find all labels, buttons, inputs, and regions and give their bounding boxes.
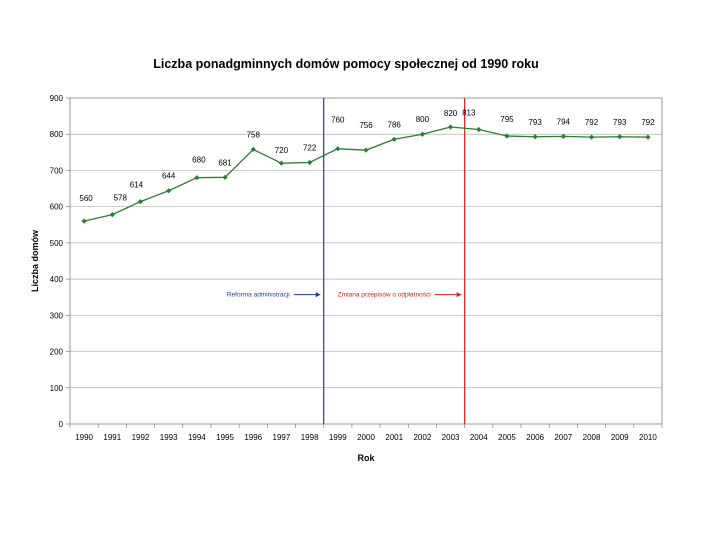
annotation-label: Reforma administracji xyxy=(227,292,290,299)
y-tick-label: 700 xyxy=(50,166,64,175)
data-label: 760 xyxy=(331,116,345,125)
data-point xyxy=(109,212,115,218)
x-tick-label: 2000 xyxy=(357,433,375,442)
data-label: 813 xyxy=(462,109,476,118)
data-point xyxy=(166,188,172,194)
y-tick-label: 500 xyxy=(50,239,64,248)
data-point xyxy=(476,126,482,133)
y-axis-ticks: 0 100 200 300 400 500 600 700 800 900 xyxy=(50,94,70,429)
x-tick-label: 1998 xyxy=(301,433,319,442)
data-point xyxy=(391,136,397,142)
y-axis-title: Liczba domów xyxy=(30,229,40,292)
y-tick-label: 800 xyxy=(50,130,64,139)
data-label: 578 xyxy=(114,194,128,203)
x-tick-label: 1991 xyxy=(103,433,121,442)
x-tick-label: 1996 xyxy=(244,433,262,442)
data-point xyxy=(278,160,285,166)
data-point xyxy=(335,146,341,152)
x-tick-label: 2009 xyxy=(611,433,629,442)
data-point xyxy=(617,134,623,140)
data-label: 793 xyxy=(613,118,627,127)
data-label: 792 xyxy=(641,118,655,127)
y-tick-label: 300 xyxy=(50,311,64,320)
data-label: 756 xyxy=(359,121,373,130)
x-axis-title: Rok xyxy=(357,453,375,463)
x-tick-label: 1993 xyxy=(160,433,178,442)
chart-title: Liczba ponadgminnych domów pomocy społec… xyxy=(153,57,538,71)
data-point xyxy=(560,133,566,139)
data-label: 793 xyxy=(528,118,542,127)
data-point xyxy=(645,134,651,140)
data-label: 820 xyxy=(444,109,458,118)
data-label: 758 xyxy=(247,130,261,139)
y-tick-label: 600 xyxy=(50,203,64,212)
data-label: 795 xyxy=(500,115,514,124)
data-point xyxy=(307,159,313,166)
series xyxy=(81,124,651,224)
data-point xyxy=(363,147,369,153)
data-label: 792 xyxy=(585,118,599,127)
plot-area-frame xyxy=(69,97,663,425)
data-label: 722 xyxy=(303,143,317,152)
x-tick-label: 2005 xyxy=(498,433,516,442)
y-tick-label: 400 xyxy=(50,275,64,284)
data-point xyxy=(250,146,256,153)
data-point xyxy=(222,174,228,180)
data-label: 800 xyxy=(416,115,430,124)
x-axis-ticks: 1990 1991 1992 1993 1994 1995 1996 1997 1998 1999… xyxy=(69,424,663,442)
data-point xyxy=(194,175,200,181)
data-point xyxy=(588,134,595,140)
x-tick-label: 1995 xyxy=(216,433,234,442)
x-tick-label: 2002 xyxy=(413,433,431,442)
x-tick-label: 2004 xyxy=(470,433,488,442)
x-tick-label: 2008 xyxy=(583,433,601,442)
data-label: 786 xyxy=(388,120,402,129)
data-label: 560 xyxy=(79,194,93,203)
y-tick-label: 900 xyxy=(50,94,64,103)
y-tick-label: 0 xyxy=(59,420,64,429)
x-tick-label: 2001 xyxy=(385,433,403,442)
y-tick-label: 200 xyxy=(50,348,64,357)
data-point xyxy=(81,218,87,224)
x-tick-label: 1990 xyxy=(75,433,93,442)
data-label: 644 xyxy=(162,172,176,181)
x-tick-label: 2007 xyxy=(554,433,572,442)
x-tick-label: 2010 xyxy=(639,433,657,442)
x-tick-label: 2003 xyxy=(442,433,460,442)
annotations: Reforma administracji Zmiana przepisów o … xyxy=(227,292,462,299)
annotation-label: Zmiana przepisów o odpłatności xyxy=(338,292,431,299)
data-point xyxy=(504,133,510,139)
x-tick-label: 1997 xyxy=(273,433,291,442)
y-tick-label: 100 xyxy=(50,384,64,393)
data-label: 681 xyxy=(218,158,232,167)
x-tick-label: 1992 xyxy=(132,433,150,442)
data-label: 680 xyxy=(192,156,206,165)
data-label: 794 xyxy=(557,117,571,126)
x-tick-label: 1999 xyxy=(329,433,347,442)
grid xyxy=(70,133,662,389)
annotation-lines xyxy=(323,98,466,424)
data-point xyxy=(532,134,538,140)
x-tick-label: 2006 xyxy=(526,433,544,442)
x-tick-label: 1994 xyxy=(188,433,206,442)
data-point xyxy=(419,131,425,137)
data-label: 720 xyxy=(275,146,289,155)
annotation-arrow-head xyxy=(456,292,462,298)
data-point xyxy=(447,124,454,130)
data-point xyxy=(137,198,144,205)
annotation-arrow-head xyxy=(315,292,321,298)
data-label: 614 xyxy=(130,181,144,190)
